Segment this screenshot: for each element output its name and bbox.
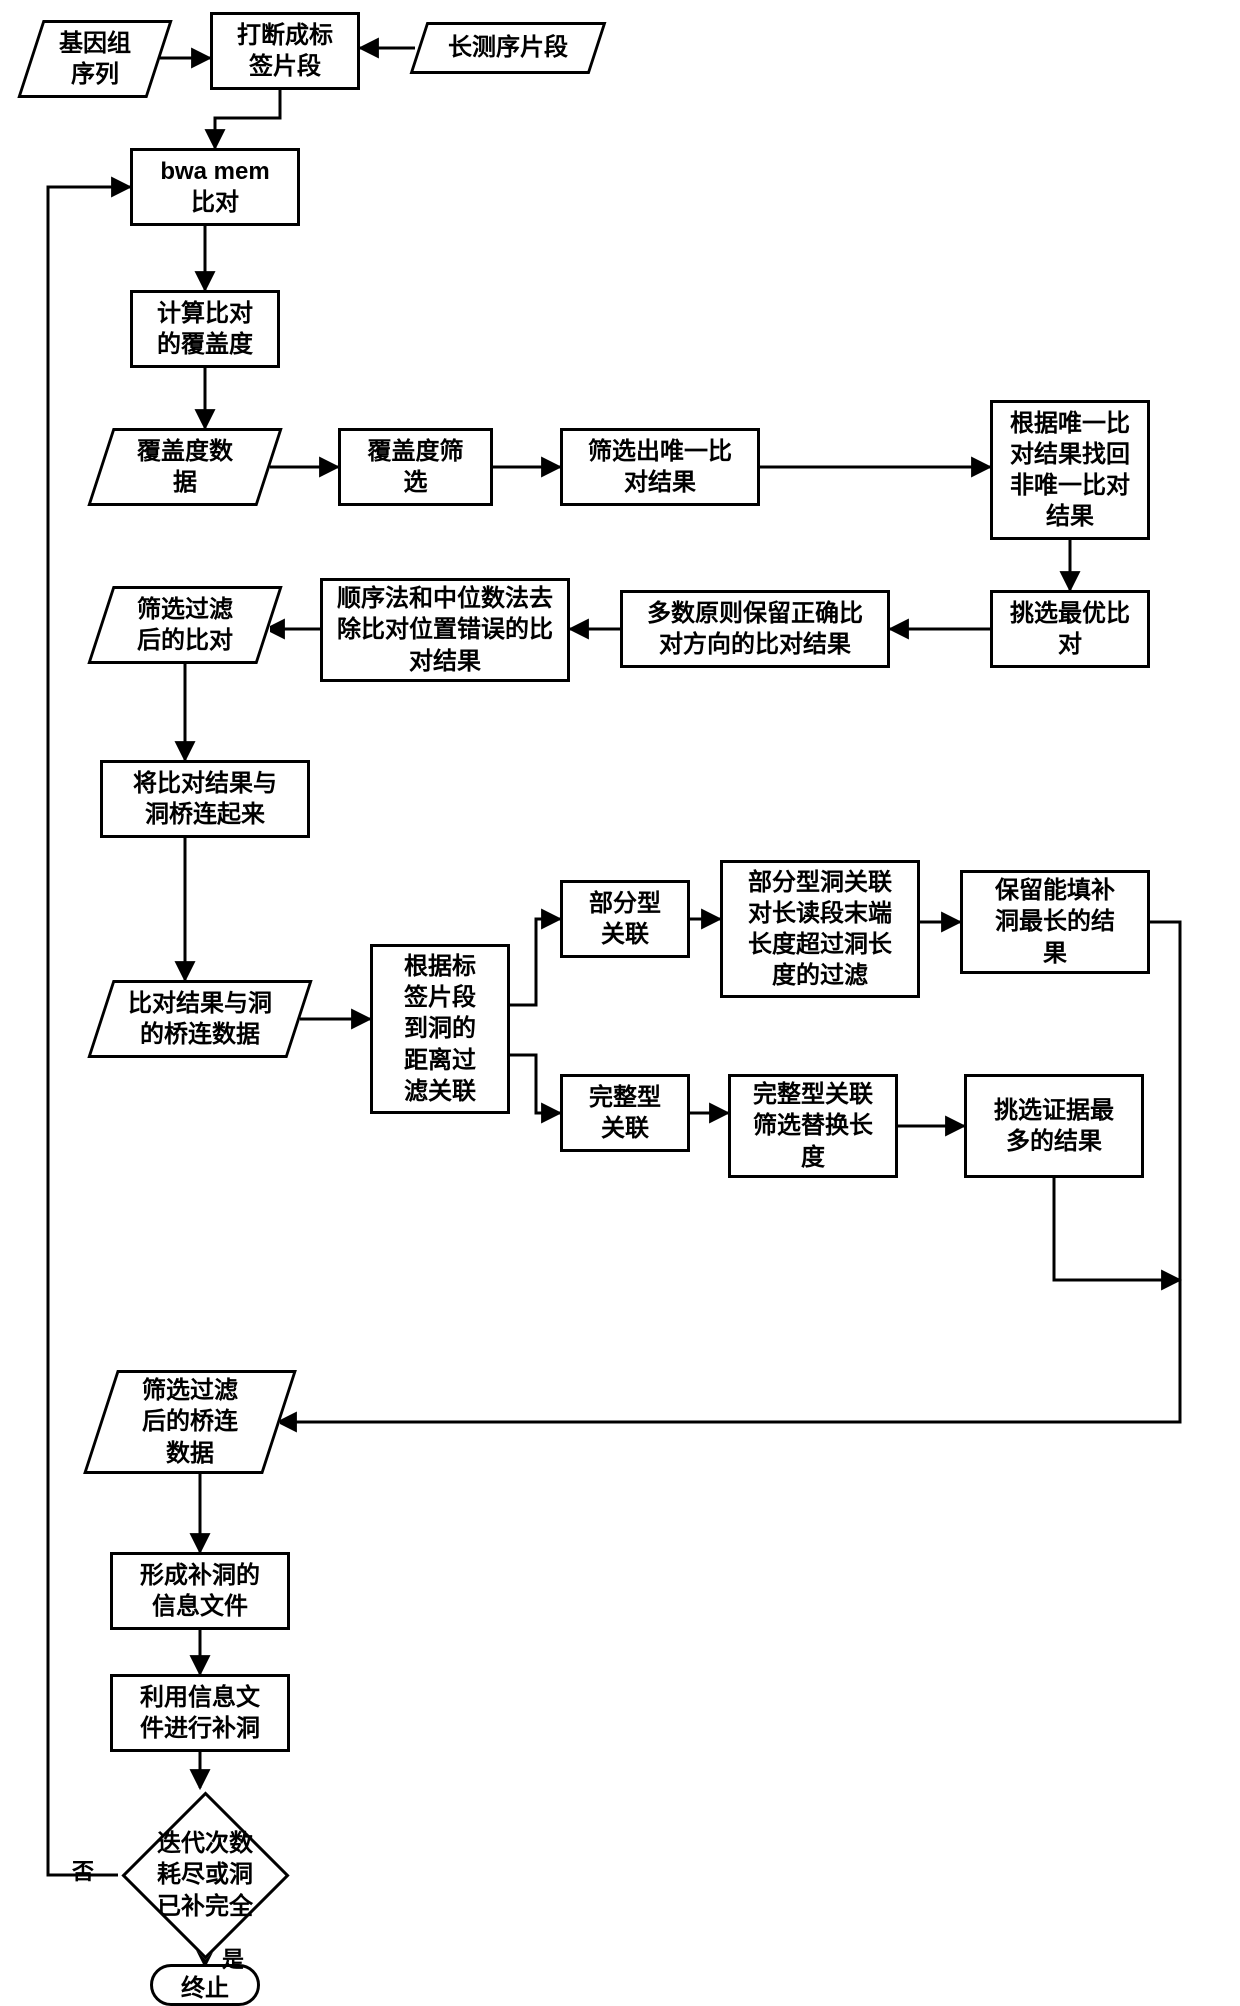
node-cov_filter: 覆盖度筛选 bbox=[338, 428, 493, 506]
node-unique_filter: 筛选出唯一比对结果 bbox=[560, 428, 760, 506]
node-long_reads: 长测序片段 bbox=[418, 22, 598, 74]
node-form_info: 形成补洞的信息文件 bbox=[110, 1552, 290, 1630]
node-dist_filter: 根据标签片段到洞的距离过滤关联 bbox=[370, 944, 510, 1114]
edge-pick_most-filtered_bridge bbox=[1054, 1178, 1180, 1280]
node-genome_seq: 基因组序列 bbox=[30, 20, 160, 98]
node-use_info: 利用信息文件进行补洞 bbox=[110, 1674, 290, 1752]
node-link_gap: 将比对结果与洞桥连起来 bbox=[100, 760, 310, 838]
node-complete_filter: 完整型关联筛选替换长度 bbox=[728, 1074, 898, 1178]
node-bridge_data: 比对结果与洞的桥连数据 bbox=[100, 980, 300, 1058]
node-order_median: 顺序法和中位数法去除比对位置错误的比对结果 bbox=[320, 578, 570, 682]
node-partial_filter: 部分型洞关联对长读段末端长度超过洞长度的过滤 bbox=[720, 860, 920, 998]
node-iter_check: 迭代次数耗尽或洞已补完全 bbox=[120, 1790, 290, 1960]
node-keep_longest: 保留能填补洞最长的结果 bbox=[960, 870, 1150, 974]
edge-dist_filter-complete_assoc bbox=[510, 1055, 560, 1113]
node-calc_cov: 计算比对的覆盖度 bbox=[130, 290, 280, 368]
node-recover_nonuniq: 根据唯一比对结果找回非唯一比对结果 bbox=[990, 400, 1150, 540]
edge-break_tags-bwa_mem bbox=[215, 90, 280, 148]
node-majority: 多数原则保留正确比对方向的比对结果 bbox=[620, 590, 890, 668]
node-cov_data: 覆盖度数据 bbox=[100, 428, 270, 506]
edge-label-iter_check-bwa_mem: 否 bbox=[72, 1854, 94, 1886]
node-filtered_align: 筛选过滤后的比对 bbox=[100, 586, 270, 664]
node-bwa_mem: bwa mem比对 bbox=[130, 148, 300, 226]
node-pick_best: 挑选最优比对 bbox=[990, 590, 1150, 668]
node-complete_assoc: 完整型关联 bbox=[560, 1074, 690, 1152]
node-break_tags: 打断成标签片段 bbox=[210, 12, 360, 90]
edge-label-iter_check-terminate: 是 bbox=[222, 1942, 244, 1974]
node-pick_most: 挑选证据最多的结果 bbox=[964, 1074, 1144, 1178]
node-filtered_bridge: 筛选过滤后的桥连数据 bbox=[100, 1370, 280, 1474]
edge-dist_filter-partial_assoc bbox=[510, 919, 560, 1005]
node-partial_assoc: 部分型关联 bbox=[560, 880, 690, 958]
